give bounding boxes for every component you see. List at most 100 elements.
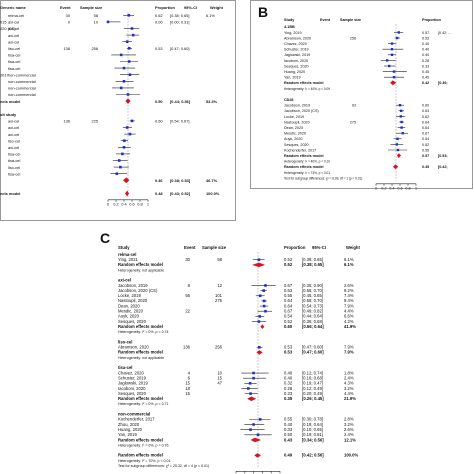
x-axis-tick-label: 1: [147, 202, 149, 207]
sample-size: 10: [217, 370, 222, 375]
proportion-value: 0.53: [284, 345, 293, 350]
ci-value: [0.12; 0.49]: [302, 386, 323, 391]
study-marker: [248, 382, 252, 385]
ci-value: [0.19; 0.47]: [302, 381, 323, 386]
sample-size: 225: [92, 119, 99, 124]
row-label: ects model: [0, 191, 20, 196]
study-marker: [396, 36, 399, 40]
summary-diamond: [124, 190, 130, 197]
proportion-value: 0.33: [422, 64, 429, 68]
summary-diamond: [122, 177, 130, 184]
proportion-value: 0.52: [422, 143, 429, 147]
row-label: Schuster, 2019: [284, 48, 309, 52]
study-marker: [264, 284, 267, 287]
proportion-value: 0.64: [284, 298, 293, 303]
proportion-value: 0.28: [422, 59, 429, 63]
ci-value: [0.19; 0.64]: [302, 422, 323, 427]
weight-value: 7.9%: [344, 345, 354, 350]
summary-diamond: [256, 350, 263, 355]
proportion-value: 0.40: [422, 42, 429, 46]
study-marker: [252, 371, 255, 375]
study-marker: [131, 33, 135, 37]
study-marker: [252, 423, 255, 426]
x-axis-tick-label: 0.4: [389, 187, 394, 191]
column-header: 95%-CI: [184, 5, 197, 10]
proportion-value: 0.35: [284, 396, 293, 401]
proportion-value: 0.00: [155, 20, 163, 25]
proportion-value: 0.52: [284, 319, 293, 324]
row-label: Nastoupil, 2020: [284, 120, 310, 124]
weight-value: 6.1%: [344, 262, 354, 267]
summary-diamond: [260, 324, 265, 330]
summary-diamond: [396, 153, 402, 159]
column-header: Proportion: [422, 18, 442, 22]
row-label: Jacobson, 2019: [284, 104, 310, 108]
column-header: Event: [60, 5, 71, 10]
proportion-value: 0.50: [284, 432, 293, 437]
event-count: 136: [64, 46, 71, 51]
study-marker: [123, 139, 126, 142]
proportion-value: 0.40: [284, 370, 293, 375]
proportion-value: 0.49: [422, 165, 429, 169]
event-count: 136: [183, 345, 191, 350]
study-marker: [127, 60, 131, 63]
proportion-value: 0.63: [422, 109, 429, 113]
study-marker: [400, 126, 403, 129]
ci-value: [0.45; 0.65]: [302, 293, 323, 298]
weight-value: 2.4%: [344, 432, 354, 437]
ci-value: [0.38; 0.65]: [302, 257, 323, 262]
row-label: Random effects model: [284, 165, 324, 169]
study-marker: [119, 53, 123, 57]
event-count: 15: [185, 381, 190, 386]
study-marker: [119, 165, 122, 169]
ci-value: [0.12; 0.74]: [302, 370, 323, 375]
row-label: Auyk, 2020: [284, 137, 302, 141]
study-marker: [262, 304, 266, 308]
row-label: Sesques, 2020: [284, 143, 309, 147]
row-label: Mesdic, 2020: [284, 132, 306, 136]
study-marker: [117, 159, 121, 162]
study-marker: [125, 40, 129, 43]
summary-diamond: [254, 453, 261, 458]
proportion-value: 0.46: [155, 178, 163, 183]
row-label: Random effects model: [118, 350, 163, 355]
study-marker: [256, 433, 260, 437]
sample-size: 256: [215, 345, 223, 350]
panel-label-c: C: [100, 230, 111, 246]
study-marker: [127, 14, 131, 17]
forest-plot-a-svg: Generic name Event Sample size Proportion 95…: [0, 0, 236, 221]
column-header: Study: [284, 18, 295, 22]
ci-value: [0.43; 0.52]: [170, 191, 191, 196]
x-axis-tick-label: 0.8: [137, 202, 142, 207]
row-label: Yan, 2019: [284, 76, 301, 80]
row-label: Iacoboni, 2020: [118, 386, 146, 391]
forest-plot-panel-c: C Study Event Sample size Proportion 95%-CI W…: [96, 228, 378, 474]
weight-value: 46.7%: [206, 178, 218, 183]
weight-value: 2.6%: [344, 427, 354, 432]
row-label: Abramson, 2020: [284, 36, 311, 40]
study-marker: [258, 294, 262, 298]
row-label: Huang, 2020: [118, 427, 143, 432]
proportion-value: 0.60: [155, 119, 163, 124]
weight-value: 2.4%: [344, 375, 354, 380]
row-label: Test for subgroup differences: χ² = 25.3…: [118, 464, 209, 468]
proportion-value: 0.50: [155, 99, 163, 104]
panel-label-b: B: [258, 4, 269, 20]
generic-name: non-commercial: [8, 79, 36, 84]
proportion-value: 0.52: [284, 262, 293, 267]
generic-name: tisa-cel: [8, 158, 20, 163]
proportion-value: 0.52: [155, 13, 163, 18]
study-marker: [128, 132, 132, 136]
x-axis-tick-label: 0.4: [121, 202, 127, 207]
summary-diamond: [252, 262, 266, 268]
generic-name: tisa-cel: [8, 59, 20, 64]
sample-size: 93: [352, 104, 356, 108]
ci-value: [0.36;: [438, 81, 448, 85]
weight-value: 4.4%: [344, 391, 354, 396]
row-label: CD28: [284, 98, 293, 102]
study-marker: [121, 152, 124, 156]
row-label: Chavez, 2020: [284, 42, 307, 46]
study-marker: [392, 76, 396, 79]
weight-value: 6.6%: [344, 314, 354, 319]
weight-value: 2.6%: [344, 283, 354, 288]
